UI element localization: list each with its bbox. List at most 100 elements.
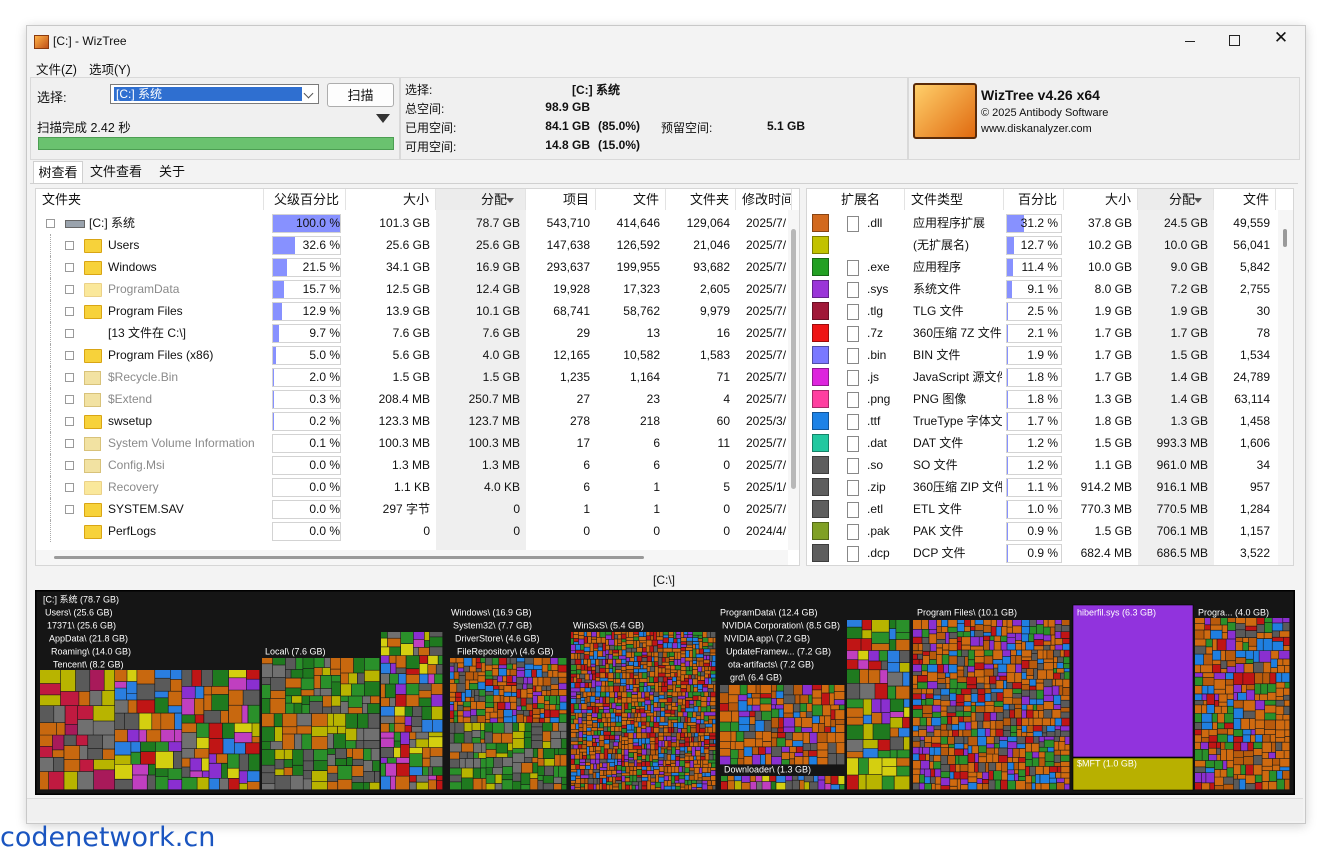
folder-name[interactable]: Config.Msi [108,458,165,472]
folder-name[interactable]: System Volume Information [108,436,255,450]
column-header[interactable]: 文件夹 [36,189,264,210]
folder-name[interactable]: $Extend [108,392,153,406]
cell-ext[interactable]: .exe [867,260,890,274]
tab[interactable]: 文件查看 [89,164,142,179]
treemap-cell [948,620,957,627]
tree-expander[interactable] [65,285,74,294]
tree-expander[interactable] [65,505,74,514]
cell-ext[interactable]: .png [867,392,891,406]
treemap-cell [696,700,701,706]
treemap-cell [168,768,182,780]
minimize-button[interactable] [1185,31,1195,42]
tree-expander[interactable] [65,329,74,338]
folder-name[interactable]: $Recycle.Bin [108,370,179,384]
scan-button[interactable]: 扫描 [327,83,394,107]
ext-vscroll[interactable] [1278,210,1293,565]
tab[interactable]: 树查看 [33,161,83,183]
cell-ext[interactable]: .pak [867,524,890,538]
logo-url[interactable]: www.diskanalyzer.com [981,123,1092,135]
treemap-cell [922,664,928,671]
folder-name[interactable]: PerfLogs [108,524,157,538]
drive-combo[interactable]: [C:] 系统 [110,84,319,104]
folder-name[interactable]: Users [108,238,140,252]
tree-expander[interactable] [65,461,74,470]
folder-name[interactable]: swsetup [108,414,153,428]
tree-expander[interactable] [65,373,74,382]
tree-expander[interactable] [65,307,74,316]
cell-ext[interactable]: .js [867,370,879,384]
column-header[interactable]: 项目 [526,189,596,210]
menu-item[interactable]: 选项(Y) [89,63,131,77]
cell-ext[interactable]: .dat [867,436,888,450]
treemap-cell [40,706,54,723]
column-header[interactable]: 分配 [436,189,526,210]
folder-name[interactable]: SYSTEM.SAV [108,502,184,516]
tree-expander[interactable] [65,395,74,404]
column-header[interactable]: 分配 [1138,189,1214,210]
column-header[interactable]: 文件夹 [666,189,736,210]
cell-ext[interactable]: .bin [867,348,887,362]
treemap-cell [228,690,243,705]
folder-name[interactable]: [13 文件在 C:\] [108,326,187,340]
tree-expander[interactable] [65,263,74,272]
cell-ext[interactable]: .dll [867,216,883,230]
cell-ext[interactable]: .sys [867,282,889,296]
column-header[interactable]: 文件 [596,189,666,210]
cell-ext[interactable]: .7z [867,326,884,340]
treemap-cell [422,706,432,720]
treemap-cell [653,707,661,711]
treemap-cell [478,676,485,682]
close-button[interactable]: ✕ [1273,28,1289,47]
column-header[interactable]: 父级百分比 [264,189,346,210]
folder-name[interactable]: Windows [108,260,157,274]
tree-expander[interactable] [65,417,74,426]
tree-expander[interactable] [65,483,74,492]
treemap-cell [88,748,103,760]
treemap-cell [685,746,687,753]
treemap-cell [700,719,704,724]
column-header[interactable]: 百分比 [1004,189,1064,210]
tree-vthumb[interactable] [791,229,796,489]
cell-ext[interactable]: .ttf [867,414,881,428]
cell-ext[interactable]: .so [867,458,884,472]
column-header[interactable]: 文件 [1214,189,1276,210]
tree-expander[interactable] [46,219,55,228]
treemap-cell [1195,773,1202,783]
tree-expander[interactable] [65,241,74,250]
cell-ext[interactable]: .zip [867,480,886,494]
watermark[interactable]: codenetwork.cn [0,822,216,850]
folder-name[interactable]: [C:] 系统 [89,216,136,230]
column-header[interactable]: 大小 [346,189,436,210]
filter-icon[interactable] [376,114,390,123]
treemap-cell [1195,713,1202,723]
treemap-cell [633,634,639,637]
treemap-cell [1225,685,1234,694]
treemap-cell [835,724,845,732]
folder-name[interactable]: Recovery [108,480,159,494]
tree-hthumb[interactable] [54,556,644,559]
tree-expander[interactable] [65,439,74,448]
treemap-cell [937,639,946,644]
treemap-cell [681,681,689,685]
treemap-cell [1055,645,1063,650]
cell-ext[interactable]: .tlg [867,304,884,318]
treemap-cell [1022,668,1027,672]
tab[interactable]: 关于 [158,164,185,179]
menu-item[interactable]: 文件(Z) [36,63,77,77]
tree-expander[interactable] [65,351,74,360]
folder-name[interactable]: Program Files (x86) [108,348,214,362]
ext-vthumb[interactable] [1283,229,1287,247]
cell-ext[interactable]: .dcp [867,546,890,560]
treemap-cell [956,711,964,717]
column-header[interactable]: 大小 [1064,189,1138,210]
folder-name[interactable]: ProgramData [108,282,180,296]
column-header[interactable]: 修改时间 [736,189,792,210]
maximize-button[interactable] [1229,35,1240,46]
treemap-cell [390,663,396,674]
treemap-cell [583,734,587,738]
folder-name[interactable]: Program Files [108,304,183,318]
column-header[interactable]: 扩展名 [835,189,905,210]
cell-ext[interactable]: .etl [867,502,884,516]
column-header[interactable]: 文件类型 [905,189,1004,210]
drive-selected[interactable]: [C:] 系统 [114,87,302,101]
